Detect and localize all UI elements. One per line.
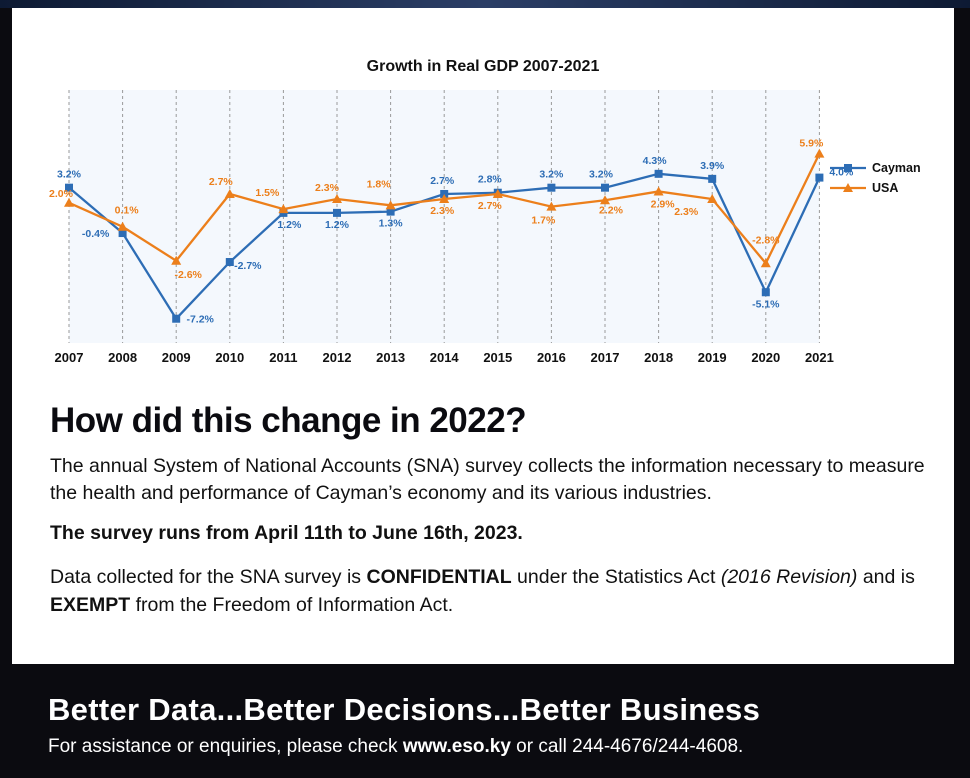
x-tick-label: 2017 bbox=[591, 350, 620, 365]
usa-data-point bbox=[439, 194, 450, 204]
usa-data-label: 2.3% bbox=[315, 182, 340, 194]
footer-contact: For assistance or enquiries, please chec… bbox=[48, 736, 743, 758]
x-tick-label: 2021 bbox=[805, 350, 834, 365]
usa-data-point bbox=[171, 255, 182, 265]
usa-data-label: 2.0% bbox=[49, 188, 74, 200]
content-panel: Growth in Real GDP 2007-2021 3.2% -0.4% -7… bbox=[12, 8, 954, 664]
cayman-data-label: -7.2% bbox=[186, 314, 214, 326]
usa-data-label: -2.6% bbox=[174, 269, 202, 281]
cayman-data-label: 1.3% bbox=[379, 218, 404, 230]
usa-data-label: 2.3% bbox=[674, 206, 699, 218]
cayman-data-point bbox=[761, 288, 770, 297]
cayman-data-label: -5.1% bbox=[752, 298, 780, 310]
cayman-data-point bbox=[440, 189, 449, 198]
usa-data-point bbox=[492, 188, 503, 198]
usa-data-label: 0.1% bbox=[115, 205, 140, 217]
usa-data-label: 1.5% bbox=[255, 187, 280, 199]
x-tick-label: 2010 bbox=[215, 350, 244, 365]
x-tick-label: 2019 bbox=[698, 350, 727, 365]
conf-text-3: and is bbox=[857, 566, 915, 588]
usa-data-point bbox=[760, 258, 771, 268]
usa-data-label: 1.8% bbox=[367, 178, 392, 190]
top-banner-strip bbox=[0, 0, 970, 8]
usa-data-point bbox=[814, 148, 825, 158]
x-tick-label: 2009 bbox=[162, 350, 191, 365]
conf-text-2: under the Statistics Act bbox=[511, 566, 721, 588]
cayman-data-point bbox=[547, 183, 556, 192]
cayman-data-label: 1.2% bbox=[325, 219, 350, 231]
usa-data-point bbox=[224, 188, 235, 198]
usa-data-point bbox=[332, 194, 342, 204]
usa-data-point bbox=[385, 200, 396, 210]
x-tick-label: 2012 bbox=[323, 350, 352, 365]
conf-text-1: Data collected for the SNA survey is bbox=[50, 566, 367, 588]
cayman-data-label: 3.2% bbox=[57, 169, 82, 181]
cayman-data-point bbox=[386, 207, 395, 216]
conf-text-4: from the Freedom of Information Act. bbox=[130, 594, 454, 616]
x-tick-label: 2014 bbox=[430, 350, 460, 365]
usa-data-label: 2.7% bbox=[209, 176, 234, 188]
usa-data-label: 2.3% bbox=[430, 205, 455, 217]
cayman-data-point bbox=[172, 314, 181, 323]
x-tick-label: 2020 bbox=[751, 350, 780, 365]
confidentiality-paragraph: Data collected for the SNA survey is CON… bbox=[50, 563, 930, 619]
x-tick-label: 2016 bbox=[537, 350, 566, 365]
cayman-data-label: 3.2% bbox=[539, 169, 564, 181]
cayman-data-label: 3.9% bbox=[700, 160, 725, 172]
cayman-data-label: 3.2% bbox=[589, 169, 614, 181]
cayman-data-point bbox=[815, 173, 824, 182]
cayman-data-label: 1.2% bbox=[277, 219, 302, 231]
usa-data-point bbox=[64, 197, 74, 207]
phone-text: or call 244-4676/244-4608. bbox=[510, 736, 744, 757]
usa-data-point bbox=[653, 186, 664, 196]
legend-marker bbox=[844, 164, 852, 172]
usa-data-label: 2.7% bbox=[478, 200, 503, 212]
footer-bar: Better Data...Better Decisions...Better … bbox=[0, 664, 970, 778]
x-tick-label: 2008 bbox=[108, 350, 137, 365]
legend-label: USA bbox=[872, 181, 898, 195]
cayman-data-point bbox=[601, 183, 609, 192]
x-tick-label: 2013 bbox=[376, 350, 405, 365]
legend-marker bbox=[843, 183, 853, 192]
cayman-data-label: -2.7% bbox=[234, 260, 262, 272]
usa-data-label: 2.9% bbox=[651, 198, 676, 210]
usa-data-label: 2.2% bbox=[599, 204, 624, 216]
footer-tagline: Better Data...Better Decisions...Better … bbox=[48, 692, 761, 727]
conf-revision: (2016 Revision) bbox=[720, 566, 858, 588]
conf-keyword-confidential: CONFIDENTIAL bbox=[366, 566, 512, 588]
x-tick-label: 2015 bbox=[483, 350, 512, 365]
cayman-data-label: 4.3% bbox=[643, 155, 668, 167]
cayman-data-label: 2.8% bbox=[478, 174, 503, 186]
usa-data-label: 5.9% bbox=[799, 138, 824, 150]
survey-dates: The survey runs from April 11th to June … bbox=[50, 522, 523, 544]
cayman-data-point bbox=[654, 169, 663, 178]
cayman-data-label: 2.7% bbox=[430, 175, 455, 187]
cayman-data-point bbox=[333, 208, 341, 217]
cayman-data-point bbox=[708, 174, 717, 183]
chart-title: Growth in Real GDP 2007-2021 bbox=[367, 58, 600, 75]
x-tick-label: 2007 bbox=[55, 350, 84, 365]
usa-data-point bbox=[600, 195, 610, 205]
usa-data-point bbox=[278, 204, 289, 214]
cayman-data-label: -0.4% bbox=[82, 228, 110, 240]
legend-label: Cayman bbox=[872, 161, 921, 175]
cayman-data-point bbox=[118, 229, 127, 238]
page-headline: How did this change in 2022? bbox=[50, 401, 527, 440]
cayman-data-point bbox=[225, 258, 234, 267]
usa-data-point bbox=[117, 221, 128, 231]
conf-keyword-exempt: EXEMPT bbox=[50, 594, 131, 616]
usa-data-point bbox=[707, 194, 718, 204]
x-tick-label: 2018 bbox=[644, 350, 673, 365]
gdp-growth-chart: Growth in Real GDP 2007-2021 3.2% -0.4% -7… bbox=[49, 58, 921, 365]
usa-data-label: 1.7% bbox=[531, 215, 556, 227]
intro-paragraph: The annual System of National Accounts (… bbox=[50, 455, 925, 504]
cayman-data-point bbox=[65, 183, 73, 192]
chart-legend: Cayman USA bbox=[830, 161, 921, 195]
usa-data-point bbox=[546, 201, 557, 211]
website-link[interactable]: www.eso.ky bbox=[402, 736, 511, 757]
contact-text: For assistance or enquiries, please chec… bbox=[48, 736, 403, 757]
usa-data-label: -2.8% bbox=[752, 234, 780, 246]
x-tick-label: 2011 bbox=[269, 350, 297, 365]
